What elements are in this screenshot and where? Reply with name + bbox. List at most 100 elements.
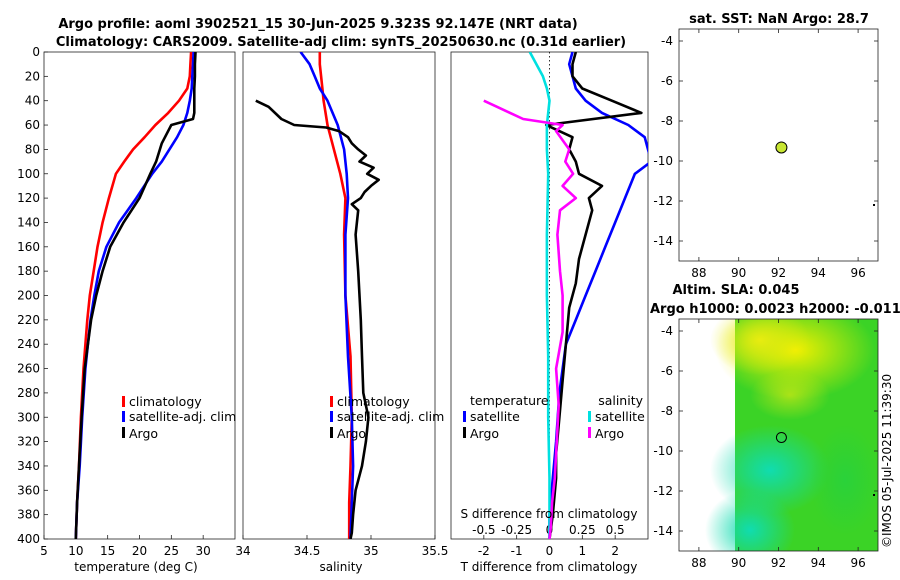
y-tick-label: 80 (25, 142, 40, 156)
y-tick-label: -4 (661, 34, 673, 48)
x-tick-label: 35.5 (422, 544, 449, 558)
s-difference-label: S difference from climatology (461, 507, 638, 521)
y-tick-label: -6 (661, 364, 673, 378)
y-tick-label: -8 (661, 114, 673, 128)
legend-label-climatology: climatology (337, 394, 410, 409)
legend-label-sal-argo: Argo (595, 426, 624, 441)
map-point-marker (873, 204, 876, 206)
x-tick-label: 20 (132, 544, 147, 558)
y-tick-label: 120 (17, 191, 40, 205)
top-x-tick-label: -0.25 (501, 523, 532, 537)
y-tick-label: 300 (17, 410, 40, 424)
y-tick-label: 180 (17, 264, 40, 278)
y-tick-label: 20 (25, 69, 40, 83)
y-tick-label: 220 (17, 313, 40, 327)
difference-panel: -2 -1 0 1 2 -0.5 -0.25 0 0.25 0.5 S difference f… (450, 51, 649, 574)
legend-swatch-sal-satellite (588, 411, 591, 422)
sst-map-panel: sat. SST: NaN Argo: 28.7 88 90 92 94 96 -4 -6 -… (653, 12, 879, 280)
t-difference-label: T difference from climatology (460, 560, 638, 574)
legend-swatch-sal-argo (588, 427, 591, 438)
y-tick-label: -10 (653, 444, 673, 458)
x-tick-label: 96 (850, 266, 865, 280)
sla-map-panel: Altim. SLA: 0.045 Argo h1000: 0.0023 h20… (650, 283, 900, 570)
legend-label-satellite: satellite-adj. clim (129, 409, 236, 424)
x-tick-label: 1 (579, 544, 587, 558)
x-tick-label: 34 (235, 544, 250, 558)
x-tick-label: -2 (478, 544, 490, 558)
series-salinity-satellite (528, 52, 551, 539)
x-tick-label: 96 (850, 556, 865, 570)
x-tick-label: 5 (40, 544, 48, 558)
argo-float-marker (775, 141, 788, 154)
x-tick-label: 2 (611, 544, 619, 558)
x-tick-label: 92 (771, 556, 786, 570)
y-tick-label: -12 (653, 484, 673, 498)
legend-label-sal-satellite: satellite (595, 409, 645, 424)
salinity-xlabel: salinity (319, 560, 362, 574)
temperature-axes (43, 51, 236, 540)
top-x-tick-label: 0.5 (606, 523, 625, 537)
y-tick-label: 240 (17, 337, 40, 351)
x-tick-label: -1 (511, 544, 523, 558)
series-climatology (318, 52, 354, 539)
imos-credit: ©IMOS 05-Jul-2025 11:39:30 (880, 373, 894, 548)
x-tick-label: 0 (546, 544, 554, 558)
temperature-xlabel: temperature (deg C) (74, 560, 197, 574)
x-tick-label: 94 (811, 556, 826, 570)
y-tick-label: 400 (17, 532, 40, 546)
y-tick-label: 160 (17, 240, 40, 254)
y-tick-label: 60 (25, 118, 40, 132)
y-tick-label: -4 (661, 324, 673, 338)
y-tick-label: 360 (17, 483, 40, 497)
legend-label-argo: Argo (129, 426, 158, 441)
legend-label-temp-argo: Argo (470, 426, 499, 441)
temperature-legend: climatology satellite-adj. clim Argo (122, 394, 236, 441)
legend-label-satellite: satellite-adj. clim (337, 409, 444, 424)
temperature-panel: 0 20 40 60 80 100 120 140 160 180 200 220 240 260 280 3… (17, 45, 236, 574)
top-x-tick-label: -0.5 (472, 523, 495, 537)
legend-label-temp-satellite: satellite (470, 409, 520, 424)
y-tick-label: -6 (661, 74, 673, 88)
x-tick-label: 92 (771, 266, 786, 280)
legend-label-argo: Argo (337, 426, 366, 441)
legend-title-temperature: temperature (470, 393, 549, 408)
difference-legend: temperature satellite Argo salinity sate… (463, 393, 645, 441)
series-salinity-argo (483, 99, 578, 539)
series-temperature-satellite (548, 52, 648, 539)
legend-title-salinity: salinity (598, 393, 643, 408)
y-tick-label: -12 (653, 194, 673, 208)
y-tick-label: 200 (17, 289, 40, 303)
y-tick-label: 320 (17, 435, 40, 449)
salinity-axes (242, 51, 436, 540)
sla-map-title-line1: Altim. SLA: 0.045 (673, 283, 800, 298)
series-temperature-argo (544, 52, 643, 539)
legend-label-climatology: climatology (129, 394, 202, 409)
legend-swatch-temp-argo (463, 427, 466, 438)
y-tick-label: 260 (17, 362, 40, 376)
sst-map-title: sat. SST: NaN Argo: 28.7 (689, 12, 869, 27)
series-argo (74, 52, 197, 539)
y-tick-label: -10 (653, 154, 673, 168)
y-tick-label: -14 (653, 524, 673, 538)
figure-title-line1: Argo profile: aoml 3902521_15 30-Jun-202… (58, 17, 577, 32)
legend-swatch-climatology (122, 396, 125, 407)
figure-title-line2: Climatology: CARS2009. Satellite-adj cli… (56, 35, 626, 50)
y-tick-label: 140 (17, 215, 40, 229)
x-tick-label: 94 (811, 266, 826, 280)
series-argo (255, 99, 381, 539)
y-tick-label: 100 (17, 167, 40, 181)
x-tick-label: 90 (731, 556, 746, 570)
legend-swatch-satellite (122, 411, 125, 422)
top-x-tick-label: 0.25 (569, 523, 596, 537)
y-tick-label: 40 (25, 94, 40, 108)
x-tick-label: 30 (196, 544, 211, 558)
legend-swatch-argo (122, 427, 125, 438)
y-tick-label: 340 (17, 459, 40, 473)
series-satellite-adj-clim (299, 52, 355, 539)
x-tick-label: 25 (164, 544, 179, 558)
y-tick-label: -8 (661, 404, 673, 418)
legend-swatch-temp-satellite (463, 411, 466, 422)
legend-swatch-climatology (330, 396, 333, 407)
x-tick-label: 88 (691, 266, 706, 280)
